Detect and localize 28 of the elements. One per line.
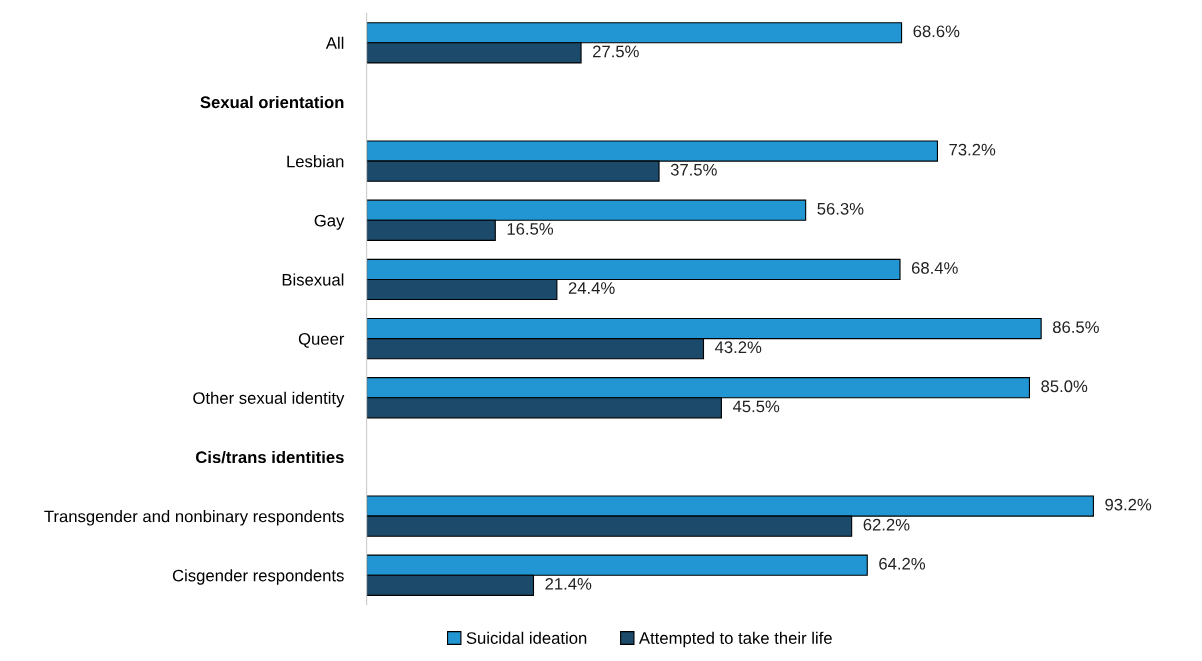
y-tick-label: Transgender and nonbinary respondents: [44, 510, 344, 526]
y-tick-label: Gay: [314, 214, 345, 230]
y-tick-label: Cisgender respondents: [172, 569, 344, 585]
y-tick-label: Cis/trans identities: [195, 450, 344, 464]
data-label: 21.4%: [545, 577, 592, 590]
data-label: 43.2%: [714, 341, 762, 354]
y-tick-label: All: [325, 36, 344, 49]
data-label: 62.2%: [863, 518, 910, 531]
y-tick-label: Bisexual: [282, 273, 344, 286]
legend-label: Suicidal ideation: [466, 631, 587, 644]
data-label: 24.4%: [568, 282, 615, 294]
y-tick-label: Queer: [298, 333, 345, 348]
y-tick-label: Lesbian: [287, 155, 344, 168]
data-label: 85.0%: [1041, 380, 1088, 393]
data-label: 64.2%: [879, 557, 926, 570]
data-label: 68.4%: [911, 262, 958, 274]
y-tick-label: Other sexual identity: [193, 391, 345, 408]
data-label: 93.2%: [1105, 498, 1152, 511]
legend-label: Attempted to take their life: [638, 631, 832, 648]
data-label: 73.2%: [949, 143, 996, 156]
y-tick-label: Sexual orientation: [200, 95, 344, 109]
data-label: 16.5%: [507, 223, 554, 235]
data-label: 68.6%: [913, 25, 960, 38]
data-label: 45.5%: [732, 400, 780, 413]
data-label: 86.5%: [1052, 321, 1099, 334]
data-label: 27.5%: [593, 45, 639, 58]
data-label: 56.3%: [817, 202, 864, 215]
data-label: 37.5%: [670, 163, 717, 176]
